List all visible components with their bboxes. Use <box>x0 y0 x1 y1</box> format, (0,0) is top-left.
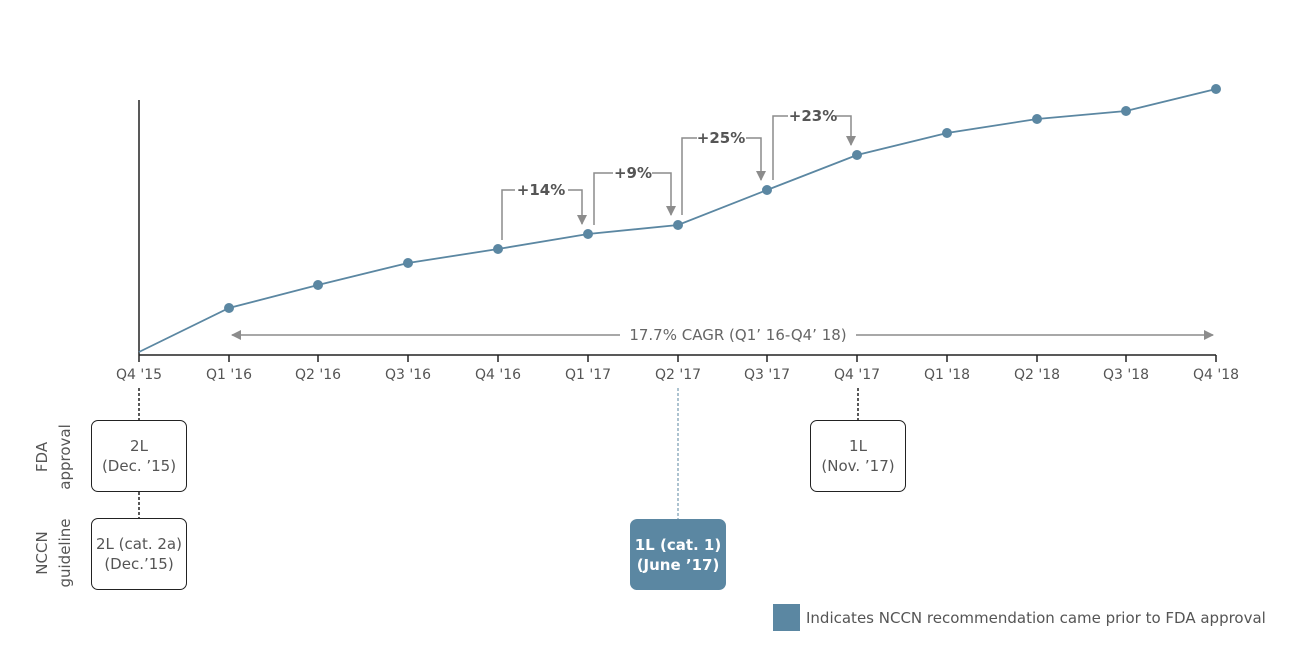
fda-event-2l: 2L (Dec. ’15) <box>91 420 187 492</box>
x-tick-label: Q3 '17 <box>744 367 790 383</box>
event-line2: (Dec. ’15) <box>101 457 177 475</box>
x-tick-label: Q4 '17 <box>834 367 880 383</box>
growth-annotation <box>501 189 587 240</box>
data-point <box>224 303 234 313</box>
data-point <box>762 185 772 195</box>
event-line1: 2L (cat. 2a) <box>96 535 182 553</box>
svg-text:NCCN: NCCN <box>33 531 51 574</box>
svg-text:guideline: guideline <box>56 518 74 587</box>
growth-label: +25% <box>697 129 745 147</box>
event-line1: 1L <box>849 437 867 455</box>
x-tick-label: Q1 '16 <box>206 367 252 383</box>
growth-annotation <box>681 137 766 215</box>
growth-annotation <box>593 172 676 225</box>
row-label-fda: FDA approval <box>33 424 74 490</box>
growth-label: +23% <box>789 107 837 125</box>
data-point <box>852 150 862 160</box>
data-point <box>673 220 683 230</box>
event-line2: (Nov. ’17) <box>821 457 895 475</box>
fda-event-1l: 1L (Nov. ’17) <box>810 420 906 492</box>
x-tick-label: Q4 '15 <box>116 367 162 383</box>
row-label-nccn: NCCN guideline <box>33 518 74 587</box>
svg-text:FDA: FDA <box>33 441 51 472</box>
cagr-arrow: 17.7% CAGR (Q1’ 16-Q4’ 18) <box>231 326 1214 344</box>
data-point <box>1211 84 1221 94</box>
x-tick-label: Q2 '16 <box>295 367 341 383</box>
x-tick-label: Q2 '17 <box>655 367 701 383</box>
data-point <box>403 258 413 268</box>
x-ticks <box>138 355 1217 362</box>
growth-label: +9% <box>614 164 652 182</box>
x-tick-label: Q3 '16 <box>385 367 431 383</box>
data-point <box>1121 106 1131 116</box>
data-point <box>493 244 503 254</box>
svg-text:approval: approval <box>56 424 74 490</box>
legend-swatch <box>773 604 800 631</box>
data-point <box>583 229 593 239</box>
x-tick-label: Q3 '18 <box>1103 367 1149 383</box>
x-tick-labels: Q4 '15 Q1 '16 Q2 '16 Q3 '16 Q4 '16 Q1 '1… <box>116 367 1239 383</box>
x-tick-label: Q4 '16 <box>475 367 521 383</box>
growth-label: +14% <box>517 181 565 199</box>
event-line1: 1L (cat. 1) <box>634 535 722 554</box>
data-point <box>942 128 952 138</box>
x-tick-label: Q1 '18 <box>924 367 970 383</box>
x-tick-label: Q2 '18 <box>1014 367 1060 383</box>
event-line2: (June ’17) <box>636 555 720 574</box>
legend-text: Indicates NCCN recommendation came prior… <box>806 608 1266 627</box>
x-tick-label: Q1 '17 <box>565 367 611 383</box>
nccn-event-1l-highlighted: 1L (cat. 1) (June ’17) <box>630 519 726 590</box>
nccn-event-2l: 2L (cat. 2a) (Dec.’15) <box>91 518 187 590</box>
growth-annotation <box>772 115 856 180</box>
x-tick-label: Q4 '18 <box>1193 367 1239 383</box>
data-point <box>1032 114 1042 124</box>
event-line1: 2L <box>130 437 148 455</box>
event-line2: (Dec.’15) <box>104 555 174 573</box>
data-point <box>313 280 323 290</box>
legend: Indicates NCCN recommendation came prior… <box>773 604 1266 631</box>
series-markers <box>224 84 1221 313</box>
cagr-label: 17.7% CAGR (Q1’ 16-Q4’ 18) <box>629 326 846 344</box>
